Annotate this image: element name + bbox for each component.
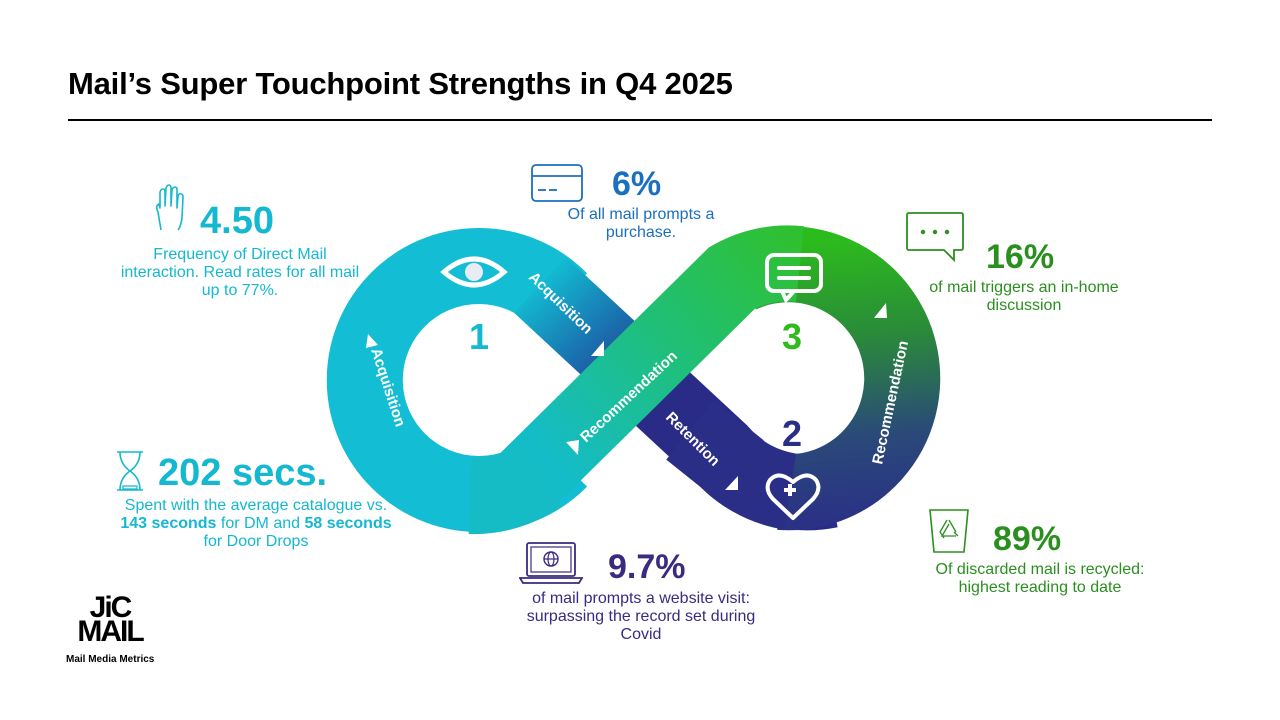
jicmail-logo: JiC MAIL Mail Media Metrics: [66, 591, 155, 666]
recycle-bin-icon: [929, 509, 969, 553]
desc-text: Spent with the average catalogue vs.: [124, 497, 388, 514]
stage-number-2: 2: [782, 413, 802, 454]
eye-icon: [440, 256, 508, 288]
desc-text: for DM and: [216, 515, 305, 532]
stage-number-1: 1: [469, 316, 489, 357]
stat-value: 89%: [993, 520, 1062, 558]
stat-description: Frequency of Direct Mail interaction. Re…: [120, 246, 360, 299]
stage-number-3: 3: [782, 316, 802, 357]
stat-description: Spent with the average catalogue vs. 143…: [118, 497, 394, 551]
arrow-icon: [566, 440, 579, 455]
stat-value: 9.7%: [608, 548, 686, 586]
stat-value: 4.50: [200, 200, 274, 242]
logo-mark-line-1: JiC: [89, 591, 133, 624]
desc-highlight: 143 seconds: [120, 515, 217, 532]
logo-mark: JiC MAIL: [66, 591, 154, 648]
arrow-icon: [366, 334, 378, 348]
desc-highlight: 58 seconds: [304, 515, 392, 532]
stat-description: of mail prompts a website visit: surpass…: [526, 590, 756, 643]
laptop-globe-icon: [519, 542, 583, 584]
hourglass-icon: [117, 451, 143, 491]
speech-bubble-icon: [906, 212, 964, 262]
stat-description: Of discarded mail is recycled: highest r…: [935, 561, 1145, 596]
recommendation-cross-band: [493, 225, 805, 515]
arrow-icon: [591, 341, 604, 356]
stat-description: Of all mail prompts a purchase.: [567, 206, 715, 241]
stat-value: 6%: [612, 165, 662, 203]
stat-description: of mail triggers an in-home discussion: [929, 279, 1119, 314]
hand-icon: [155, 184, 184, 231]
stat-value: 16%: [986, 238, 1055, 276]
arrow-icon: [725, 476, 738, 490]
title-divider: [68, 119, 1212, 121]
stat-value: 202 secs.: [158, 452, 328, 494]
page-title: Mail’s Super Touchpoint Strengths in Q4 …: [68, 66, 733, 101]
arrow-icon: [874, 303, 887, 318]
credit-card-icon: [531, 164, 583, 202]
desc-text: for Door Drops: [203, 533, 309, 550]
heart-plus-icon: [765, 473, 821, 520]
right-loop-band: [723, 226, 941, 531]
logo-mark-line-2: MAIL: [77, 615, 144, 648]
logo-tagline: Mail Media Metrics: [66, 654, 155, 665]
message-icon: [765, 253, 823, 304]
